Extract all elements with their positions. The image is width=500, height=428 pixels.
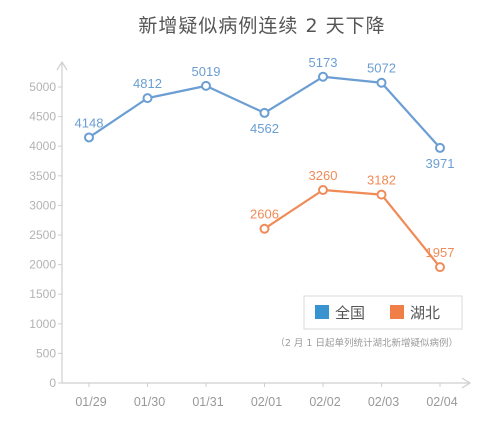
data-label: 3260 <box>309 168 338 183</box>
x-tick-label: 02/01 <box>251 395 282 409</box>
data-label: 4562 <box>250 121 279 136</box>
y-tick-label: 3500 <box>29 169 56 183</box>
data-label: 5173 <box>309 55 338 70</box>
y-tick-label: 5000 <box>29 80 56 94</box>
y-tick-label: 500 <box>36 346 56 360</box>
y-tick-label: 0 <box>49 376 56 390</box>
data-label: 5072 <box>367 61 396 76</box>
data-point <box>142 93 153 104</box>
data-label: 3971 <box>426 156 455 171</box>
data-label: 5019 <box>192 64 221 79</box>
data-point <box>259 107 270 118</box>
data-label: 1957 <box>426 245 455 260</box>
data-label: 4148 <box>75 115 104 130</box>
y-tick-label: 3000 <box>29 198 56 212</box>
series-layer: 4148 4812 5019 4562 5173 5072 3971 2606 3260 3182… <box>75 55 455 273</box>
y-tick-label: 1000 <box>29 317 56 331</box>
x-tick-label: 02/03 <box>368 395 399 409</box>
data-point <box>318 185 328 196</box>
chart-note: （2 月 1 日起单列统计湖北新增疑似病例） <box>275 337 458 349</box>
y-tick-label: 2500 <box>29 228 56 242</box>
x-tick-label: 01/31 <box>192 395 223 409</box>
x-axis-arrow <box>461 377 472 389</box>
x-tick-label: 02/02 <box>309 395 340 409</box>
x-tick-label: 01/29 <box>75 395 106 409</box>
data-point <box>84 132 94 143</box>
legend-box <box>303 295 463 330</box>
legend-swatch-national <box>315 305 329 319</box>
y-tick-label: 4500 <box>29 110 56 124</box>
series-line-1 <box>263 188 441 268</box>
x-tick-label: 01/30 <box>134 395 165 409</box>
x-tick-label: 02/04 <box>426 395 457 409</box>
data-point <box>318 71 328 82</box>
legend: 全国 湖北 <box>303 295 463 330</box>
legend-label-hubei: 湖北 <box>410 304 440 322</box>
data-point <box>435 262 445 273</box>
axes: 0 500 1000 1500 2000 2500 3000 3500 4000 4500 5000… <box>29 60 472 409</box>
data-point <box>376 77 387 88</box>
legend-swatch-hubei <box>390 305 404 319</box>
data-label: 2606 <box>250 207 279 222</box>
legend-label-national: 全国 <box>335 304 365 322</box>
data-point <box>201 80 211 91</box>
y-tick-label: 2000 <box>29 258 56 272</box>
chart-title: 新增疑似病例连续 2 天下降 <box>138 15 385 37</box>
data-label: 3182 <box>367 173 396 188</box>
y-tick-label: 1500 <box>29 287 56 301</box>
data-point <box>259 223 270 234</box>
y-axis-arrow <box>56 60 68 71</box>
y-tick-label: 4000 <box>29 139 56 153</box>
data-point <box>435 142 445 153</box>
data-point <box>376 189 387 200</box>
data-label: 4812 <box>133 76 162 91</box>
